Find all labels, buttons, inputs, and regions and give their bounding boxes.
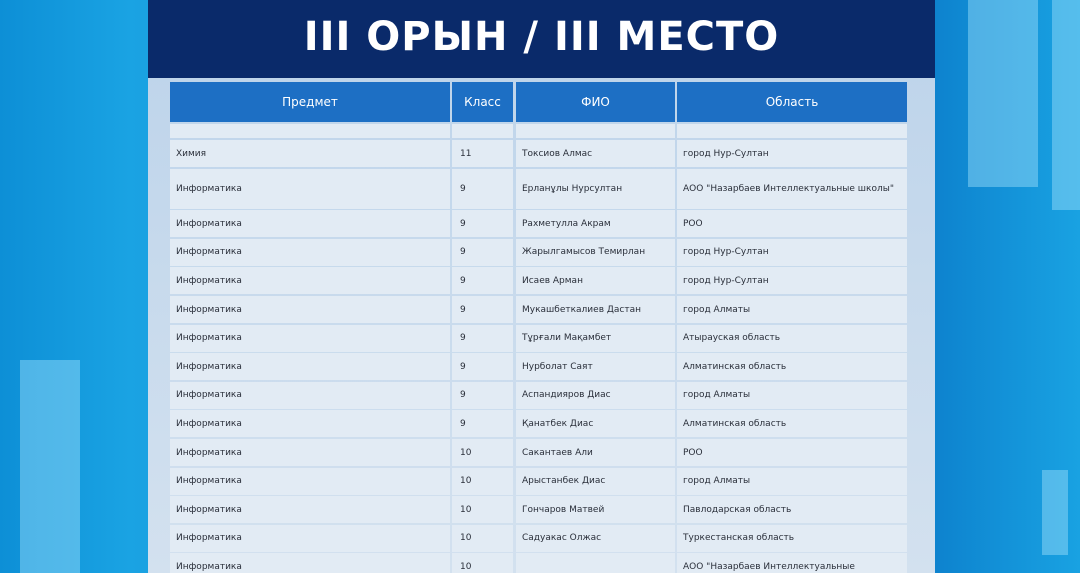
cell: Садуакас Олжас — [516, 524, 675, 552]
cell: Информатика — [170, 296, 450, 323]
cell: 10 — [452, 467, 513, 495]
cell: Қанатбек Диас — [516, 410, 675, 438]
cell: АОО "Назарбаев Интеллектуальные школы" — [677, 168, 907, 209]
cell: Информатика — [170, 467, 450, 495]
cell: Химия — [170, 140, 450, 167]
cell — [516, 553, 675, 573]
cell: 11 — [452, 140, 513, 167]
title-bar — [148, 0, 935, 78]
cell: Информатика — [170, 168, 450, 209]
cell: Информатика — [170, 553, 450, 573]
cell: Арыстанбек Диас — [516, 467, 675, 495]
cell: 10 — [452, 496, 513, 524]
decor-bar — [968, 0, 1038, 187]
cell: 9 — [452, 353, 513, 381]
cell: город Нур-Султан — [677, 267, 907, 295]
cell: Информатика — [170, 267, 450, 295]
cell: Токсиов Алмас — [516, 140, 675, 167]
cell: РОО — [677, 439, 907, 466]
cell: Информатика — [170, 353, 450, 381]
decor-bar — [1052, 0, 1080, 210]
cell: АОО "Назарбаев Интеллектуальные — [677, 553, 907, 573]
cell: Информатика — [170, 410, 450, 438]
cell: Аспандияров Диас — [516, 381, 675, 409]
cell: Алматинская область — [677, 410, 907, 438]
cell: Информатика — [170, 439, 450, 466]
cell: 9 — [452, 381, 513, 409]
cell: Рахметулла Акрам — [516, 210, 675, 238]
cell: Атырауская область — [677, 324, 907, 352]
cell — [516, 124, 675, 138]
cell: Жарылгамысов Темирлан — [516, 238, 675, 266]
cell: 10 — [452, 553, 513, 573]
column-header: Предмет — [170, 82, 450, 122]
title: III ОРЫН / III МЕСТО — [303, 14, 780, 60]
cell: Исаев Арман — [516, 267, 675, 295]
cell: Информатика — [170, 524, 450, 552]
cell: город Алматы — [677, 467, 907, 495]
cell: 9 — [452, 324, 513, 352]
cell — [452, 124, 513, 138]
cell: Информатика — [170, 238, 450, 266]
column-header: Класс — [452, 82, 513, 122]
decor-bar — [1042, 470, 1068, 555]
cell: 10 — [452, 524, 513, 552]
cell: Гончаров Матвей — [516, 496, 675, 524]
cell: Туркестанская область — [677, 524, 907, 552]
cell: 9 — [452, 168, 513, 209]
cell: Информатика — [170, 210, 450, 238]
cell: 9 — [452, 210, 513, 238]
column-header: Область — [677, 82, 907, 122]
cell: город Нур-Султан — [677, 238, 907, 266]
cell — [170, 124, 450, 138]
cell: Нурболат Саят — [516, 353, 675, 381]
cell: Алматинская область — [677, 353, 907, 381]
cell: город Алматы — [677, 296, 907, 323]
cell: Павлодарская область — [677, 496, 907, 524]
column-header: ФИО — [516, 82, 675, 122]
cell: Тұрғали Мақамбет — [516, 324, 675, 352]
decor-bar — [20, 360, 80, 573]
cell: 9 — [452, 410, 513, 438]
cell: 10 — [452, 439, 513, 466]
cell: РОО — [677, 210, 907, 238]
cell — [677, 124, 907, 138]
cell: город Нур-Султан — [677, 140, 907, 167]
cell: Мукашбеткалиев Дастан — [516, 296, 675, 323]
cell: 9 — [452, 267, 513, 295]
cell: Информатика — [170, 496, 450, 524]
cell: Ерланұлы Нурсултан — [516, 168, 675, 209]
cell: Сакантаев Али — [516, 439, 675, 466]
cell: Информатика — [170, 324, 450, 352]
cell: город Алматы — [677, 381, 907, 409]
cell: Информатика — [170, 381, 450, 409]
cell: 9 — [452, 238, 513, 266]
cell: 9 — [452, 296, 513, 323]
